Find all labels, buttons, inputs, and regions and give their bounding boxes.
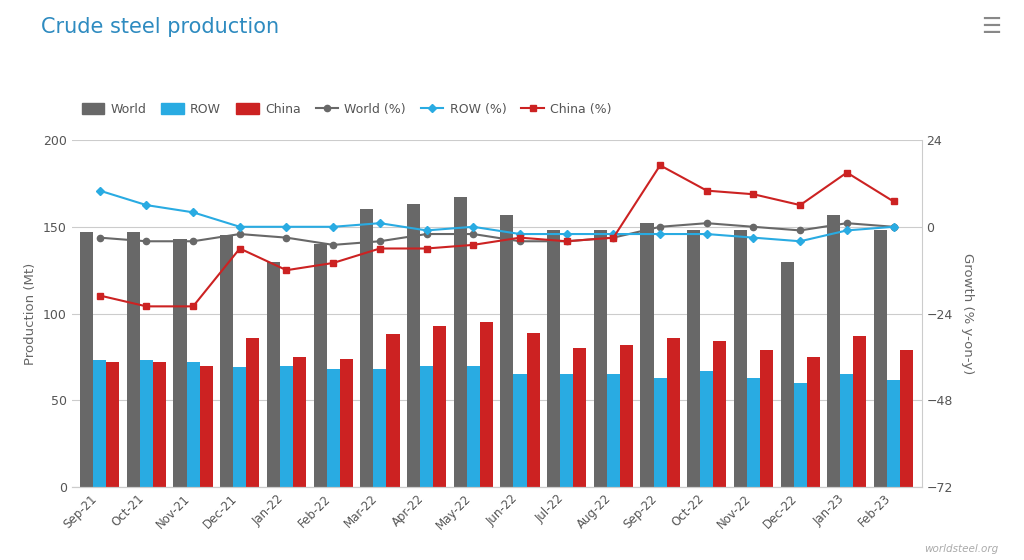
Text: Crude steel production: Crude steel production <box>41 17 280 37</box>
Bar <box>374 369 386 487</box>
Bar <box>267 262 280 487</box>
Bar <box>653 378 667 487</box>
Bar <box>407 204 420 487</box>
Text: ☰: ☰ <box>981 17 1001 37</box>
Bar <box>501 214 513 487</box>
Bar <box>700 371 714 487</box>
Bar <box>620 345 633 487</box>
Bar <box>433 326 446 487</box>
Bar <box>293 357 306 487</box>
Bar <box>841 375 853 487</box>
Bar <box>746 378 760 487</box>
Bar <box>200 366 213 487</box>
Bar <box>760 350 773 487</box>
Bar <box>386 334 399 487</box>
Y-axis label: Production (Mt): Production (Mt) <box>25 263 38 365</box>
Bar <box>794 383 807 487</box>
Bar <box>93 361 106 487</box>
Bar <box>687 230 700 487</box>
Bar <box>280 366 293 487</box>
Bar <box>153 362 166 487</box>
Bar <box>873 230 887 487</box>
Bar <box>420 366 433 487</box>
Bar <box>467 366 480 487</box>
Bar <box>547 230 560 487</box>
Bar <box>186 362 200 487</box>
Bar <box>454 197 467 487</box>
Bar <box>327 369 340 487</box>
Bar <box>127 232 140 487</box>
Bar <box>480 323 493 487</box>
Bar <box>780 262 794 487</box>
Bar <box>360 209 374 487</box>
Bar <box>900 350 913 487</box>
Bar <box>313 244 327 487</box>
Bar <box>827 214 841 487</box>
Text: worldsteel.org: worldsteel.org <box>924 544 998 554</box>
Bar <box>667 338 680 487</box>
Bar <box>220 236 233 487</box>
Bar <box>734 230 746 487</box>
Bar <box>887 380 900 487</box>
Bar <box>853 336 866 487</box>
Bar <box>640 223 653 487</box>
Bar <box>513 375 526 487</box>
Bar <box>560 375 573 487</box>
Bar <box>526 333 540 487</box>
Bar <box>807 357 820 487</box>
Bar <box>714 342 726 487</box>
Bar <box>233 367 247 487</box>
Bar <box>106 362 120 487</box>
Bar <box>247 338 259 487</box>
Y-axis label: Growth (% y-on-y): Growth (% y-on-y) <box>961 253 974 374</box>
Bar <box>80 232 93 487</box>
Bar <box>173 239 186 487</box>
Bar <box>340 359 353 487</box>
Legend: World, ROW, China, World (%), ROW (%), China (%): World, ROW, China, World (%), ROW (%), C… <box>78 99 615 120</box>
Bar <box>594 230 607 487</box>
Bar <box>573 348 587 487</box>
Bar <box>140 361 153 487</box>
Bar <box>607 375 620 487</box>
